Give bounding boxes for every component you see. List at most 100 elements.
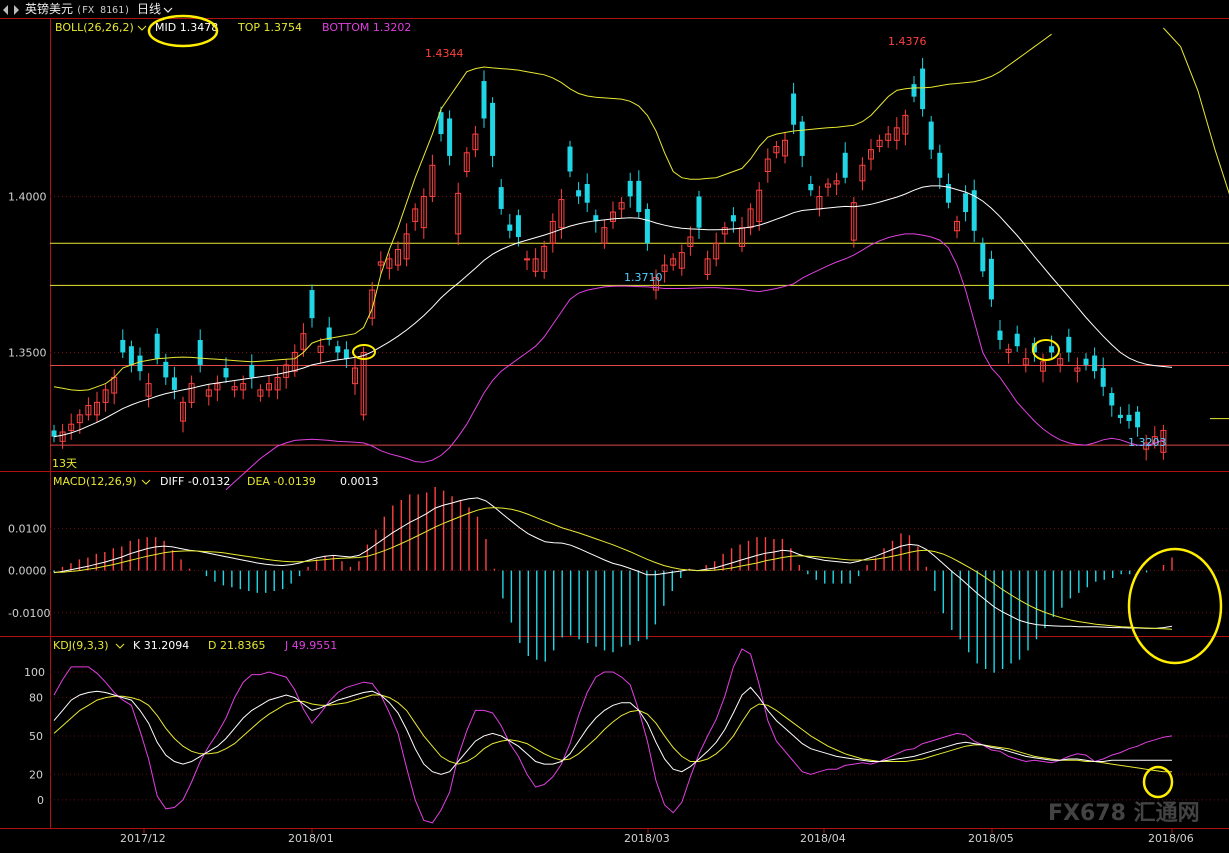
kdj-j-line <box>53 648 1173 824</box>
candle-body-up <box>231 386 238 391</box>
chevron-down-icon[interactable] <box>163 7 173 13</box>
candle-body-down <box>971 190 977 231</box>
kdj-tick-label: 80 <box>29 692 43 705</box>
kdj-legend-j: J 49.9551 <box>284 639 337 652</box>
boll-top-line <box>53 33 1052 392</box>
kdj-k-line <box>53 686 1172 775</box>
annotation-circle-jan <box>352 344 376 360</box>
macd-tick-label: 0.0000 <box>8 565 47 578</box>
kdj-legend-name: KDJ(9,3,3) <box>53 639 109 652</box>
candle-body-down <box>808 183 814 191</box>
candle-body-up <box>386 258 393 269</box>
candle-body-down <box>567 146 573 172</box>
candle-body-up <box>1074 367 1081 372</box>
candles <box>51 57 1167 461</box>
annotation-circle-macd <box>1127 547 1223 665</box>
candle-body-down <box>1014 333 1020 347</box>
candle-body-down <box>791 93 797 125</box>
candle-body-down <box>920 68 926 110</box>
candle-body-down <box>963 193 969 213</box>
period-selector[interactable]: 日线 <box>137 2 161 16</box>
low-label-2: 1.3203 <box>1128 436 1167 449</box>
candle-body-up <box>395 249 401 266</box>
candle-body-down <box>1031 343 1037 353</box>
candle-body-down <box>997 330 1003 340</box>
candle-body-down <box>980 243 986 272</box>
candle-body-down <box>120 339 126 353</box>
candle-body-down <box>1126 414 1132 422</box>
candle-body-up <box>257 389 264 397</box>
macd-legend-value: 0.0013 <box>340 475 379 488</box>
candle-body-up <box>558 199 565 229</box>
kdj-chevron-icon[interactable] <box>115 643 125 649</box>
candle-body-up <box>782 139 788 157</box>
candle-body-down <box>223 368 229 378</box>
candle-body-up <box>283 364 290 378</box>
boll-chevron-icon[interactable] <box>137 25 147 31</box>
low-label-1: 1.3710 <box>624 271 663 284</box>
candle-body-up <box>300 333 307 350</box>
candle-body-down <box>1083 358 1089 365</box>
candle-body-up <box>601 227 608 244</box>
x-tick-label: 2018/01 <box>288 832 334 845</box>
candle-body-up <box>377 261 384 266</box>
watermark: FX678 汇通网 <box>1048 801 1200 826</box>
candle-body-up <box>274 376 281 391</box>
kdj-tick-label: 50 <box>29 730 43 743</box>
candle-body-down <box>911 84 917 97</box>
candle-body-down <box>335 346 341 353</box>
candle-body-up <box>76 414 83 424</box>
candle-body-up <box>532 258 539 272</box>
candle-body-up <box>678 252 685 269</box>
candle-body-down <box>1135 411 1141 428</box>
candle-body-up <box>721 227 728 235</box>
annotation-circle-mid <box>147 14 219 48</box>
boll-legend-name: BOLL(26,26,2) <box>55 21 134 34</box>
candle-body-up <box>610 211 616 222</box>
candle-body-down <box>447 118 453 156</box>
candle-body-down <box>128 346 134 365</box>
candle-body-up <box>352 367 358 385</box>
macd-chevron-icon[interactable] <box>141 479 151 485</box>
boll-top-line-tail <box>1163 27 1229 195</box>
candle-body-down <box>988 258 994 300</box>
kdj-layer <box>53 648 1173 824</box>
candle-body-down <box>507 224 513 231</box>
candle-body-up <box>1151 436 1158 444</box>
kdj-legend-k: K 31.2094 <box>133 639 189 652</box>
candle-body-up <box>541 245 548 272</box>
candle-body-up <box>773 146 780 154</box>
panel-borders <box>0 18 1229 829</box>
candle-body-up <box>68 423 75 431</box>
candle-body-up <box>1022 358 1029 366</box>
kdj-tick-label: 100 <box>24 666 45 679</box>
candle-body-up <box>764 158 771 173</box>
watermark-text: FX678 汇通网 <box>1048 801 1200 826</box>
candle-body-down <box>498 187 504 209</box>
candle-body-down <box>1109 393 1115 406</box>
candle-body-down <box>928 121 934 150</box>
candle-body-up <box>59 431 66 442</box>
candle-body-up <box>94 401 100 416</box>
candle-body-down <box>945 183 951 203</box>
candle-body-down <box>197 339 203 365</box>
nav-arrows-icon[interactable] <box>3 5 19 15</box>
candle-body-up <box>704 258 711 275</box>
candle-body-up <box>102 389 109 403</box>
candle-body-up <box>653 277 659 291</box>
candle-body-up <box>85 404 92 416</box>
candle-body-up <box>266 383 272 391</box>
axis-labels: 1.4000 1.3500 0.0100 0.0000 -0.0100 100 80 50 20… <box>8 190 1194 845</box>
candle-body-down <box>249 364 255 378</box>
candle-body-up <box>1143 442 1150 450</box>
candle-body-up <box>549 220 556 244</box>
kdj-d-line <box>53 694 1172 773</box>
candle-body-up <box>360 351 367 416</box>
candle-body-up <box>885 133 892 141</box>
candle-body-up <box>1040 361 1046 372</box>
candle-body-up <box>472 133 479 151</box>
candle-body-up <box>429 164 436 197</box>
window-title: 英镑美元 <box>25 1 73 16</box>
candle-body-down <box>1100 368 1106 387</box>
